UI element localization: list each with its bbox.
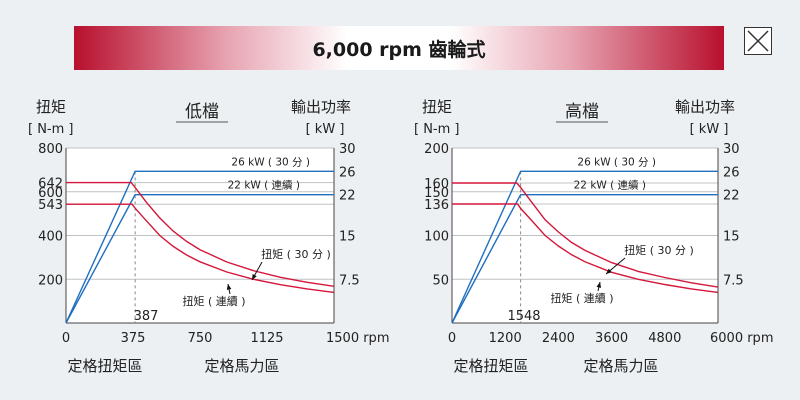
y-right-tick-label: 22 <box>723 189 740 204</box>
y-left-tick-label: 150 <box>424 186 449 201</box>
y-right-tick-label: 22 <box>339 189 356 204</box>
series-label: 22 kW ( 連續 ) <box>228 179 300 192</box>
chart-title: 低檔 <box>185 102 219 122</box>
y-left-tick-label: 600 <box>38 186 63 201</box>
y-left-tick-label: 200 <box>38 273 63 288</box>
y-right-tick-label: 30 <box>723 142 740 157</box>
page-title: 6,000 rpm 齒輪式 <box>312 39 486 61</box>
y-left-tick-label: 400 <box>38 230 63 245</box>
label-pointer-head <box>596 282 602 288</box>
y-left-tick-label: 160 <box>424 177 449 192</box>
x-tick-label: 1500 rpm <box>326 331 389 346</box>
y-left-axis-unit: [ N-m ] <box>414 122 460 137</box>
series-label: 22 kW ( 連續 ) <box>574 179 646 192</box>
y-right-tick-label: 26 <box>339 165 356 180</box>
series-label: 26 kW ( 30 分 ) <box>231 156 310 168</box>
y-left-axis-title: 扭矩 <box>36 98 66 116</box>
label-pointer-head <box>226 284 232 290</box>
label-pointer-head <box>606 268 612 274</box>
close-button[interactable] <box>744 27 772 55</box>
y-right-axis-title: 輸出功率 <box>291 98 351 116</box>
series-line-1 <box>451 170 718 324</box>
base-speed-label: 1548 <box>507 309 540 324</box>
y-right-axis-unit: [ kW ] <box>306 122 345 137</box>
label-pointer-head <box>252 274 257 280</box>
zone-label-torque: 定格扭矩區 <box>67 357 142 375</box>
y-left-tick-label: 136 <box>424 198 449 213</box>
y-right-tick-label: 7.5 <box>723 273 744 288</box>
zone-label-power: 定格馬力區 <box>204 357 279 375</box>
x-tick-label: 3600 <box>595 331 628 346</box>
y-right-tick-label: 7.5 <box>339 273 360 288</box>
y-left-tick-label: 100 <box>424 230 449 245</box>
x-tick-label: 4800 <box>648 331 681 346</box>
y-right-tick-label: 30 <box>339 142 356 157</box>
base-speed-label: 387 <box>134 309 159 324</box>
x-tick-label: 6000 rpm <box>710 331 773 346</box>
x-tick-label: 0 <box>62 331 70 346</box>
y-left-tick-label: 543 <box>38 198 63 213</box>
x-tick-label: 375 <box>121 331 146 346</box>
close-icon <box>747 30 769 52</box>
y-left-tick-label: 800 <box>38 142 63 157</box>
y-right-tick-label: 26 <box>723 165 740 180</box>
x-tick-label: 1125 <box>250 331 283 346</box>
series-line-3 <box>66 181 335 287</box>
zone-label-torque: 定格扭矩區 <box>453 357 528 375</box>
series-label: 扭矩 ( 30 分 ) <box>624 243 694 257</box>
series-line-1 <box>65 170 334 324</box>
y-right-axis-title: 輸出功率 <box>675 98 735 116</box>
series-label: 扭矩 ( 30 分 ) <box>261 247 331 261</box>
y-left-tick-label: 50 <box>432 273 449 288</box>
series-line-4 <box>452 203 719 294</box>
header-band: 6,000 rpm 齒輪式 <box>74 26 724 70</box>
y-right-axis-unit: [ kW ] <box>690 122 729 137</box>
series-line-4 <box>66 203 335 294</box>
series-label: 26 kW ( 30 分 ) <box>577 156 656 168</box>
series-label: 扭矩 ( 連續 ) <box>182 294 245 308</box>
series-line-2 <box>451 194 718 324</box>
y-right-tick-label: 15 <box>339 230 356 245</box>
x-tick-label: 2400 <box>542 331 575 346</box>
y-left-axis-title: 扭矩 <box>422 98 452 116</box>
x-tick-label: 0 <box>448 331 456 346</box>
x-tick-label: 1200 <box>489 331 522 346</box>
x-tick-label: 750 <box>188 331 213 346</box>
chart-title: 高檔 <box>565 102 599 122</box>
y-left-tick-label: 200 <box>424 142 449 157</box>
y-left-axis-unit: [ N-m ] <box>28 122 74 137</box>
series-label: 扭矩 ( 連續 ) <box>550 291 613 305</box>
series-line-2 <box>65 194 334 324</box>
zone-label-power: 定格馬力區 <box>583 357 658 375</box>
y-right-tick-label: 15 <box>723 230 740 245</box>
series-line-3 <box>452 182 719 288</box>
y-left-tick-label: 642 <box>38 177 63 192</box>
